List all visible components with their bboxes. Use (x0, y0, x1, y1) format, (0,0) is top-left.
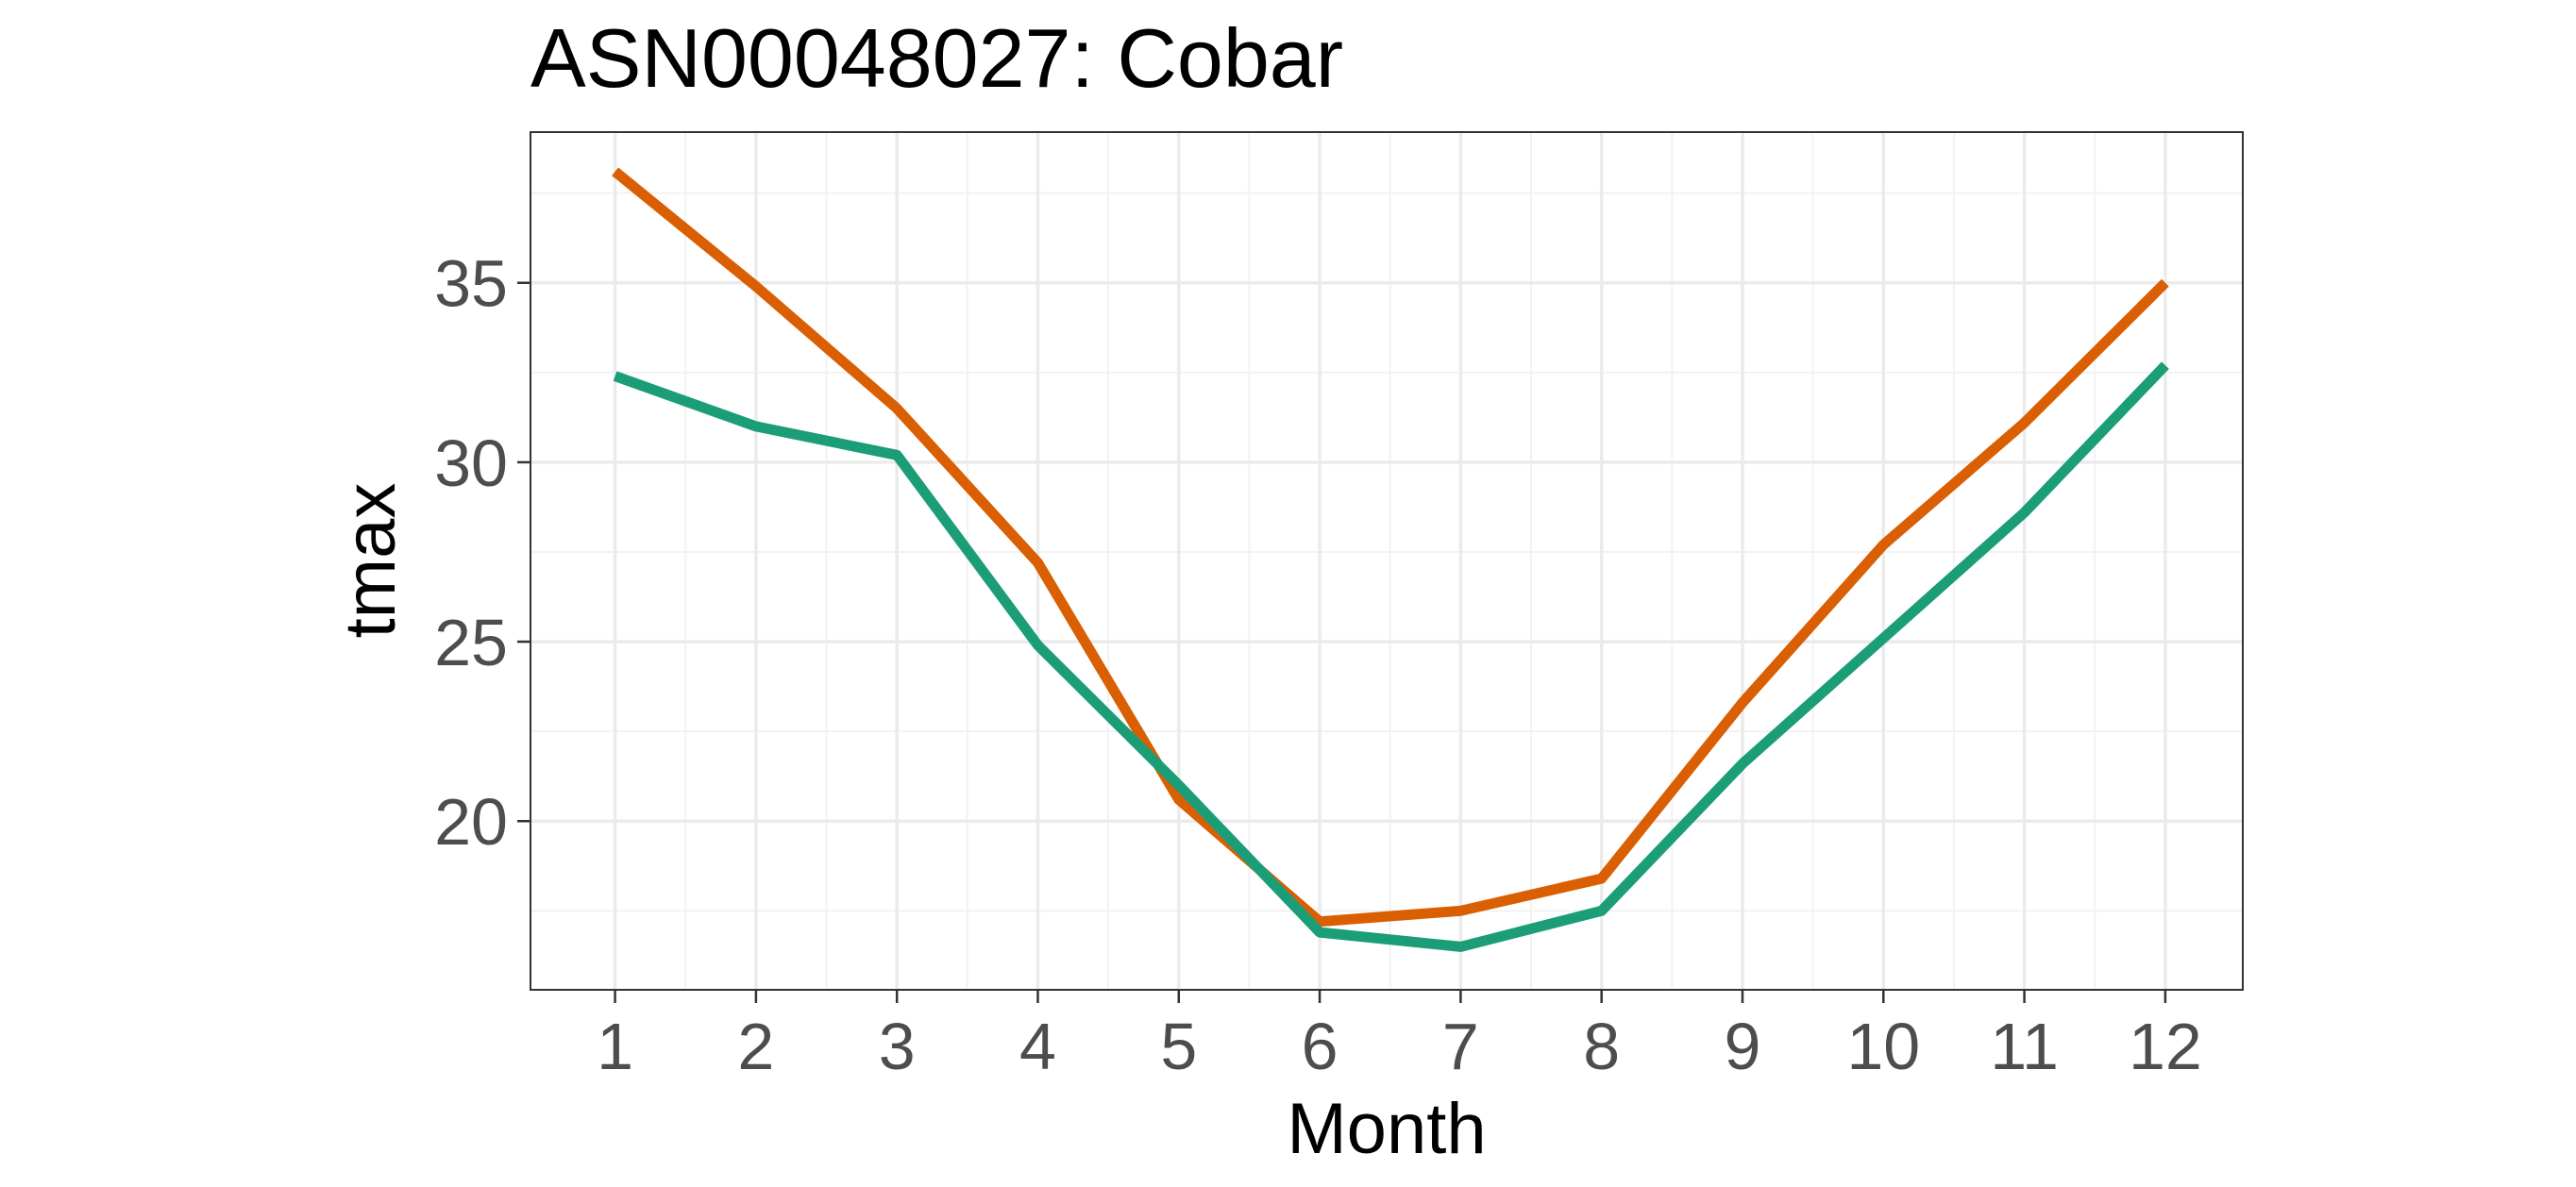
x-tick-label: 1 (597, 1010, 633, 1083)
x-tick-label: 5 (1160, 1010, 1197, 1083)
x-tick-label: 2 (737, 1010, 774, 1083)
x-tick-label: 4 (1019, 1010, 1056, 1083)
x-axis-title: Month (1287, 1089, 1486, 1169)
y-tick-label: 25 (434, 606, 508, 679)
series-line-2 (613, 361, 2169, 952)
plot-panel (530, 132, 2243, 990)
y-tick-label: 30 (434, 426, 508, 500)
series-line-1 (612, 167, 2169, 928)
chart-title: ASN00048027: Cobar (530, 11, 1343, 105)
x-tick-label: 10 (1846, 1010, 1920, 1083)
x-tick-label: 8 (1583, 1010, 1620, 1083)
x-tick-label: 3 (879, 1010, 916, 1083)
y-tick-label: 20 (434, 785, 508, 859)
x-tick-label: 12 (2129, 1010, 2202, 1083)
x-axis: 1 2 3 4 5 6 7 8 9 10 11 12 (597, 990, 2202, 1083)
y-axis-title: tmax (330, 483, 411, 639)
x-tick-label: 7 (1442, 1010, 1479, 1083)
grid-lines (530, 132, 2243, 990)
x-tick-label: 11 (1990, 1010, 2059, 1083)
y-axis: 20 25 30 35 (434, 247, 530, 859)
x-tick-label: 9 (1725, 1010, 1761, 1083)
plot-border (530, 131, 2244, 991)
series-lines (612, 167, 2169, 952)
x-tick-label: 6 (1302, 1010, 1339, 1083)
y-tick-label: 35 (434, 247, 508, 321)
